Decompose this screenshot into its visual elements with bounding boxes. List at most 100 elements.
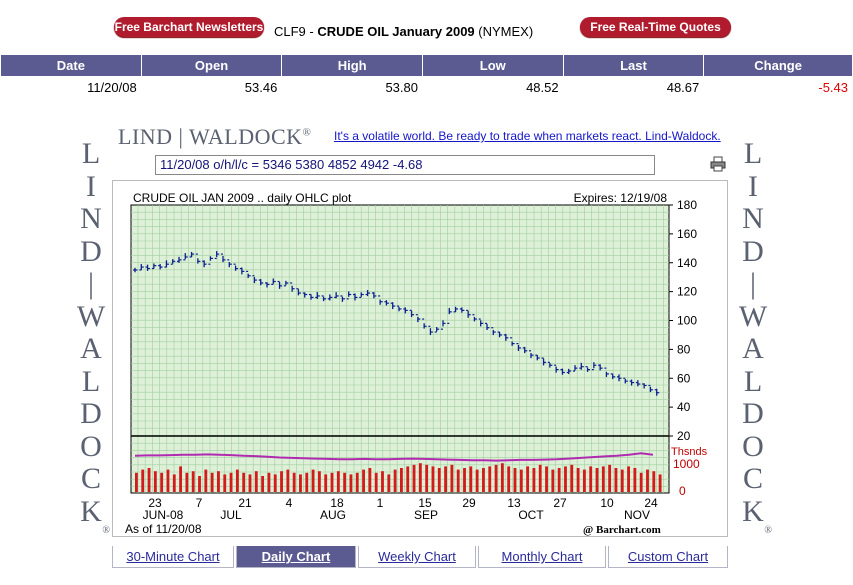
volume-bar bbox=[589, 466, 593, 492]
volume-bar bbox=[633, 468, 637, 492]
volume-bar bbox=[570, 464, 574, 492]
slogan-link[interactable]: It's a volatile world. Be ready to trade… bbox=[334, 129, 721, 143]
side-letter: N bbox=[742, 202, 764, 235]
volume-bar bbox=[400, 468, 403, 492]
page-title: CLF9 - CRUDE OIL January 2009 (NYMEX) bbox=[274, 24, 534, 39]
volume-tick-label: 1000 bbox=[673, 457, 700, 471]
volume-bar bbox=[614, 468, 618, 492]
side-letter: D bbox=[80, 397, 102, 430]
volume-bar bbox=[627, 466, 630, 492]
free-quotes-button[interactable]: Free Real-Time Quotes bbox=[580, 17, 731, 37]
volume-unit-label: Thsnds bbox=[671, 446, 708, 458]
side-letter: I bbox=[748, 169, 758, 203]
x-day-tick: 18 bbox=[330, 496, 344, 510]
volume-bar bbox=[336, 471, 340, 492]
quote-cell-change: -5.43 bbox=[818, 79, 848, 95]
x-day-tick: 27 bbox=[553, 496, 567, 510]
x-day-tick: 24 bbox=[644, 496, 658, 510]
side-letter: K bbox=[80, 494, 102, 528]
volume-bar bbox=[172, 474, 176, 492]
volume-bar bbox=[463, 468, 466, 492]
side-letter: D bbox=[742, 234, 764, 268]
x-day-tick: 15 bbox=[418, 496, 432, 510]
volume-bar bbox=[431, 466, 435, 492]
volume-bar bbox=[248, 474, 252, 492]
chart-container: 20 40 60 80 100 120 140 160 180 CRUDE OIL JAN 200… bbox=[112, 180, 728, 537]
quote-header-open: Open bbox=[141, 55, 282, 76]
volume-bar bbox=[387, 474, 391, 492]
volume-bar bbox=[545, 466, 548, 492]
volume-bar bbox=[305, 472, 309, 492]
volume-bar bbox=[444, 466, 448, 492]
tab-daily-chart[interactable]: Daily Chart bbox=[236, 546, 356, 568]
volume-bar bbox=[204, 469, 208, 492]
x-month-tick: NOV bbox=[624, 508, 650, 522]
quote-cell-high: 53.80 bbox=[385, 79, 418, 95]
lind-waldock-logo[interactable]: LIND | WALDOCK® bbox=[118, 124, 312, 149]
volume-bar bbox=[267, 472, 271, 492]
side-letter: C bbox=[742, 462, 763, 495]
tab-weekly-chart[interactable]: Weekly Chart bbox=[358, 546, 476, 568]
y-tick-label: 40 bbox=[677, 400, 691, 414]
side-letter: D bbox=[742, 397, 764, 430]
volume-bar bbox=[235, 469, 239, 492]
volume-bar bbox=[349, 474, 353, 492]
volume-bar bbox=[646, 469, 649, 492]
x-day-tick: 21 bbox=[238, 496, 252, 510]
as-of-label: As of 11/20/08 bbox=[125, 522, 202, 536]
volume-bar bbox=[418, 463, 422, 492]
volume-bar bbox=[456, 469, 460, 492]
volume-bar bbox=[564, 466, 567, 492]
x-day-tick: 13 bbox=[507, 496, 521, 510]
printer-icon[interactable] bbox=[710, 156, 726, 172]
volume-bar bbox=[608, 464, 612, 492]
x-month-tick: AUG bbox=[320, 508, 346, 522]
y-tick-label: 80 bbox=[677, 342, 691, 356]
volume-bar bbox=[286, 469, 290, 492]
tab-custom-chart[interactable]: Custom Chart bbox=[608, 546, 728, 568]
x-day-tick: 1 bbox=[377, 496, 384, 510]
lind-waldock-vertical-right: L I N D | W A L D O C K ® bbox=[734, 137, 772, 535]
y-tick-label: 120 bbox=[677, 285, 697, 299]
volume-bar bbox=[381, 471, 384, 492]
volume-bar bbox=[475, 469, 479, 492]
volume-bar bbox=[658, 474, 662, 492]
quote-header-row: Date Open High Low Last Change bbox=[1, 55, 852, 76]
side-letter: K bbox=[742, 494, 764, 528]
volume-bar bbox=[273, 474, 277, 492]
quote-header-low: Low bbox=[422, 55, 563, 76]
x-day-tick: 7 bbox=[196, 496, 203, 510]
volume-bar bbox=[198, 476, 201, 492]
x-month-tick: OCT bbox=[518, 508, 544, 522]
volume-bar bbox=[652, 471, 656, 492]
tab-monthly-chart[interactable]: Monthly Chart bbox=[478, 546, 606, 568]
volume-bar bbox=[160, 472, 164, 492]
volume-bar bbox=[557, 468, 561, 492]
free-newsletters-button[interactable]: Free Barchart Newsletters bbox=[114, 17, 264, 37]
x-day-tick: 10 bbox=[600, 496, 614, 510]
volume-bar bbox=[526, 466, 530, 492]
side-letter: | bbox=[87, 267, 94, 300]
quote-cell-open: 53.46 bbox=[244, 79, 278, 95]
tab-30-minute-chart[interactable]: 30-Minute Chart bbox=[112, 546, 234, 568]
volume-tick-label: 0 bbox=[679, 484, 686, 498]
y-tick-label: 160 bbox=[677, 227, 697, 241]
side-letter: O bbox=[80, 429, 102, 463]
open-interest-line bbox=[134, 452, 654, 462]
volume-bar bbox=[362, 469, 365, 492]
volume-bar bbox=[135, 472, 138, 492]
x-day-tick: 23 bbox=[148, 496, 162, 510]
volume-bar bbox=[292, 472, 296, 492]
volume-bar bbox=[374, 472, 378, 492]
volume-bar bbox=[299, 474, 302, 492]
x-month-tick: SEP bbox=[414, 508, 438, 522]
volume-bar bbox=[330, 472, 334, 492]
volume-bar bbox=[601, 466, 605, 492]
side-letter: N bbox=[80, 202, 102, 235]
volume-bar bbox=[229, 472, 233, 492]
volume-bar bbox=[513, 468, 517, 492]
side-letter: A bbox=[80, 332, 102, 365]
volume-bar bbox=[355, 472, 359, 492]
volume-bar bbox=[153, 471, 157, 492]
volume-bar bbox=[488, 466, 492, 492]
